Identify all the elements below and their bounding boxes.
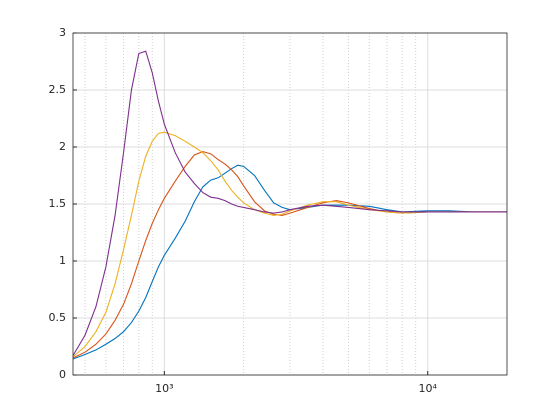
axes-box (72, 32, 508, 376)
x-tick-label: 10⁴ (419, 382, 438, 395)
y-tick-label: 2 (59, 140, 66, 153)
series-line (72, 164, 507, 360)
y-tick-label: 1 (59, 254, 66, 267)
y-tick-label: 0.5 (49, 311, 67, 324)
y-tick-label: 0 (59, 368, 66, 381)
y-tick-label: 1.5 (49, 197, 67, 210)
y-tick-label: 3 (59, 26, 66, 39)
series-line (72, 50, 507, 356)
y-tick-label: 2.5 (49, 83, 67, 96)
series-line (72, 150, 507, 359)
x-tick-label: 10³ (155, 382, 173, 395)
